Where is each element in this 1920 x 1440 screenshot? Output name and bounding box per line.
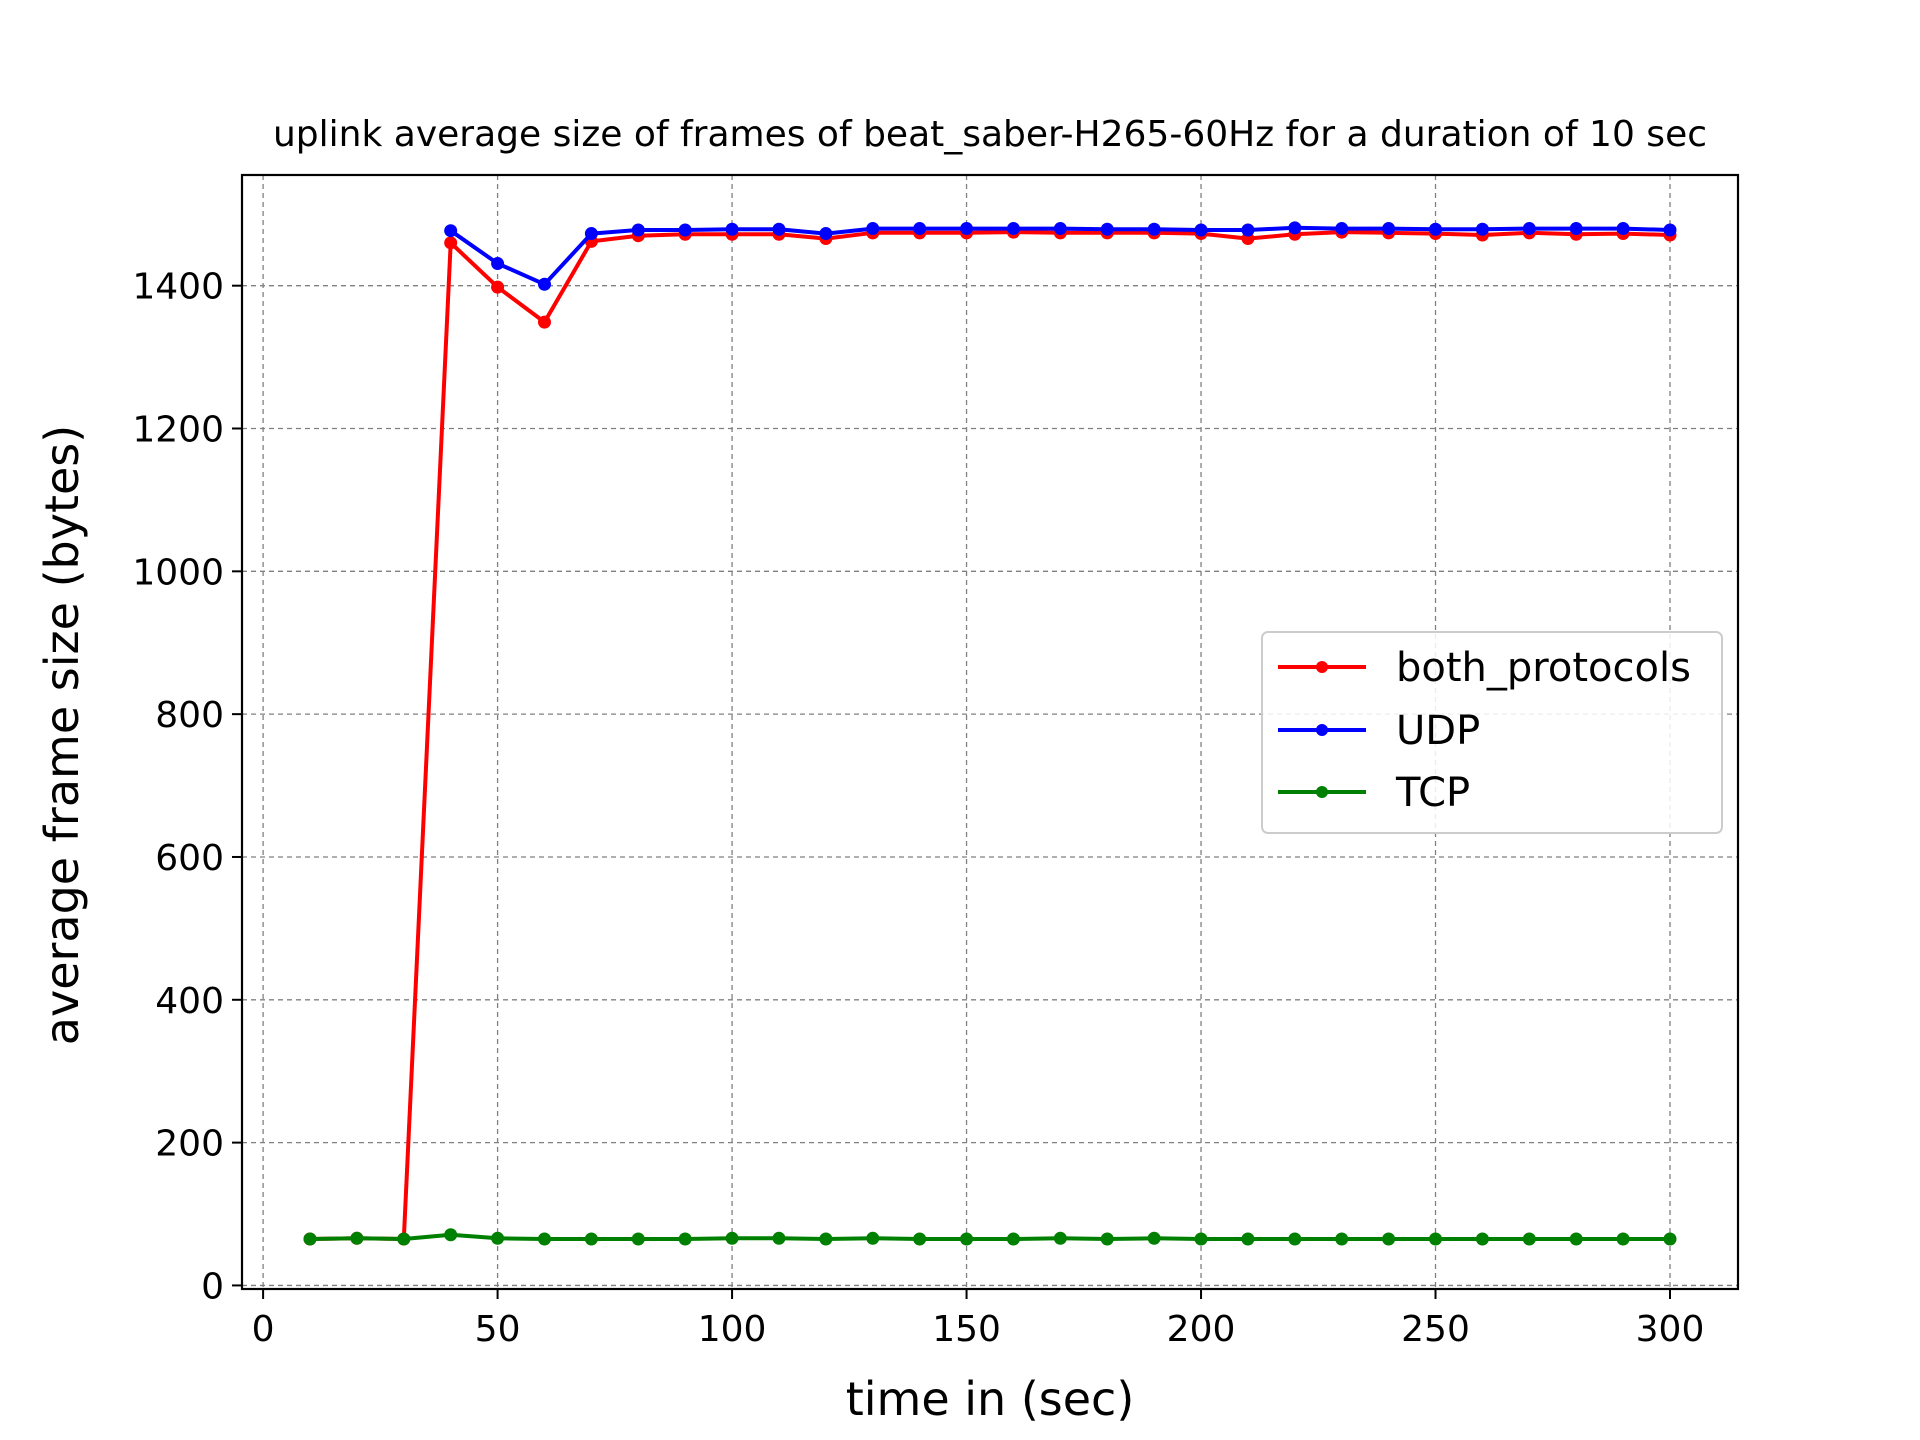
data-point-udp (1382, 222, 1396, 236)
data-point-udp (960, 222, 974, 236)
data-point-tcp (1241, 1232, 1255, 1246)
data-point-tcp (491, 1231, 505, 1245)
data-point-tcp (1522, 1232, 1536, 1246)
data-point-udp (678, 223, 692, 237)
data-point-tcp (537, 1232, 551, 1246)
legend: both_protocols UDP TCP (1261, 631, 1723, 834)
data-point-udp (1006, 222, 1020, 236)
data-point-tcp (725, 1231, 739, 1245)
data-point-tcp (1006, 1232, 1020, 1246)
x-axis-label: time in (sec) (846, 1372, 1135, 1426)
x-tick-label: 300 (1636, 1309, 1705, 1350)
data-point-udp (725, 222, 739, 236)
data-point-udp (631, 223, 645, 237)
legend-box (1261, 631, 1723, 834)
y-axis-label: average frame size (bytes) (35, 425, 89, 1045)
data-point-udp (1616, 222, 1630, 236)
data-point-udp (1241, 223, 1255, 237)
data-point-tcp (1616, 1232, 1630, 1246)
legend-label-both-protocols: both_protocols (1396, 645, 1691, 691)
data-point-tcp (1382, 1232, 1396, 1246)
data-point-tcp (1475, 1232, 1489, 1246)
axis-ticks: 0 50 100 150 200 250 300 0 200 400 600 800 1000 1200 1… (132, 267, 1704, 1350)
data-point-tcp (960, 1232, 974, 1246)
data-point-udp (1429, 222, 1443, 236)
legend-marker-tcp (1316, 786, 1328, 798)
legend-item-both-protocols: both_protocols (1278, 645, 1691, 691)
series-line-both-protocols (309, 230, 1671, 1241)
data-point-udp (913, 222, 927, 236)
series-tcp (303, 1228, 1677, 1246)
data-point-both-protocols (491, 280, 505, 294)
data-point-tcp (303, 1232, 317, 1246)
data-point-udp (1475, 222, 1489, 236)
series-line-tcp (309, 1232, 1670, 1241)
data-point-udp (819, 227, 833, 241)
legend-item-tcp: TCP (1278, 770, 1470, 816)
data-point-tcp (397, 1232, 411, 1246)
data-point-tcp (1429, 1232, 1443, 1246)
chart-title: uplink average size of frames of beat_sa… (273, 114, 1707, 155)
data-point-both-protocols (537, 315, 551, 329)
x-tick-label: 50 (475, 1309, 521, 1350)
x-tick-label: 200 (1167, 1309, 1236, 1350)
data-point-udp (444, 224, 458, 238)
data-point-udp (1053, 222, 1067, 236)
data-point-tcp (866, 1231, 880, 1245)
legend-item-udp: UDP (1278, 708, 1480, 754)
y-tick-label: 800 (155, 695, 224, 736)
y-tick-label: 400 (155, 981, 224, 1022)
data-point-udp (1569, 222, 1583, 236)
plot-area-frame (240, 173, 1740, 1291)
x-tick-label: 150 (932, 1309, 1001, 1350)
data-point-tcp (631, 1232, 645, 1246)
data-point-tcp (772, 1231, 786, 1245)
data-point-udp (491, 257, 505, 271)
y-tick-label: 1000 (132, 552, 224, 593)
data-point-udp (1335, 222, 1349, 236)
x-tick-label: 250 (1401, 1309, 1470, 1350)
data-point-tcp (1569, 1232, 1583, 1246)
series-layer (303, 221, 1677, 1246)
data-point-udp (772, 222, 786, 236)
legend-label-udp: UDP (1396, 708, 1480, 754)
data-point-tcp (1288, 1232, 1302, 1246)
data-point-tcp (444, 1228, 458, 1242)
y-tick-label: 1400 (132, 267, 224, 308)
data-point-tcp (1053, 1231, 1067, 1245)
data-point-tcp (1100, 1232, 1114, 1246)
legend-marker-both-protocols (1316, 661, 1328, 673)
legend-label-tcp: TCP (1395, 770, 1470, 816)
y-tick-label: 1200 (132, 410, 224, 451)
data-point-tcp (584, 1232, 598, 1246)
data-point-udp (1663, 223, 1677, 237)
data-point-udp (1522, 222, 1536, 236)
data-point-tcp (1663, 1232, 1677, 1246)
data-point-tcp (350, 1231, 364, 1245)
data-point-both-protocols (444, 236, 458, 250)
y-tick-label: 0 (201, 1266, 224, 1307)
x-tick-label: 100 (698, 1309, 767, 1350)
y-tick-label: 200 (155, 1124, 224, 1165)
data-point-udp (1288, 221, 1302, 235)
x-tick-label: 0 (252, 1309, 275, 1350)
legend-marker-udp (1316, 724, 1328, 736)
data-point-tcp (1335, 1232, 1349, 1246)
y-tick-label: 600 (155, 838, 224, 879)
series-udp (444, 221, 1677, 291)
data-point-tcp (1194, 1232, 1208, 1246)
data-point-tcp (913, 1232, 927, 1246)
data-point-udp (584, 227, 598, 241)
data-point-tcp (678, 1232, 692, 1246)
data-point-udp (866, 222, 880, 236)
data-point-udp (537, 277, 551, 291)
data-point-tcp (819, 1232, 833, 1246)
data-point-tcp (1147, 1231, 1161, 1245)
data-point-udp (1100, 222, 1114, 236)
data-point-udp (1147, 222, 1161, 236)
data-point-udp (1194, 223, 1208, 237)
